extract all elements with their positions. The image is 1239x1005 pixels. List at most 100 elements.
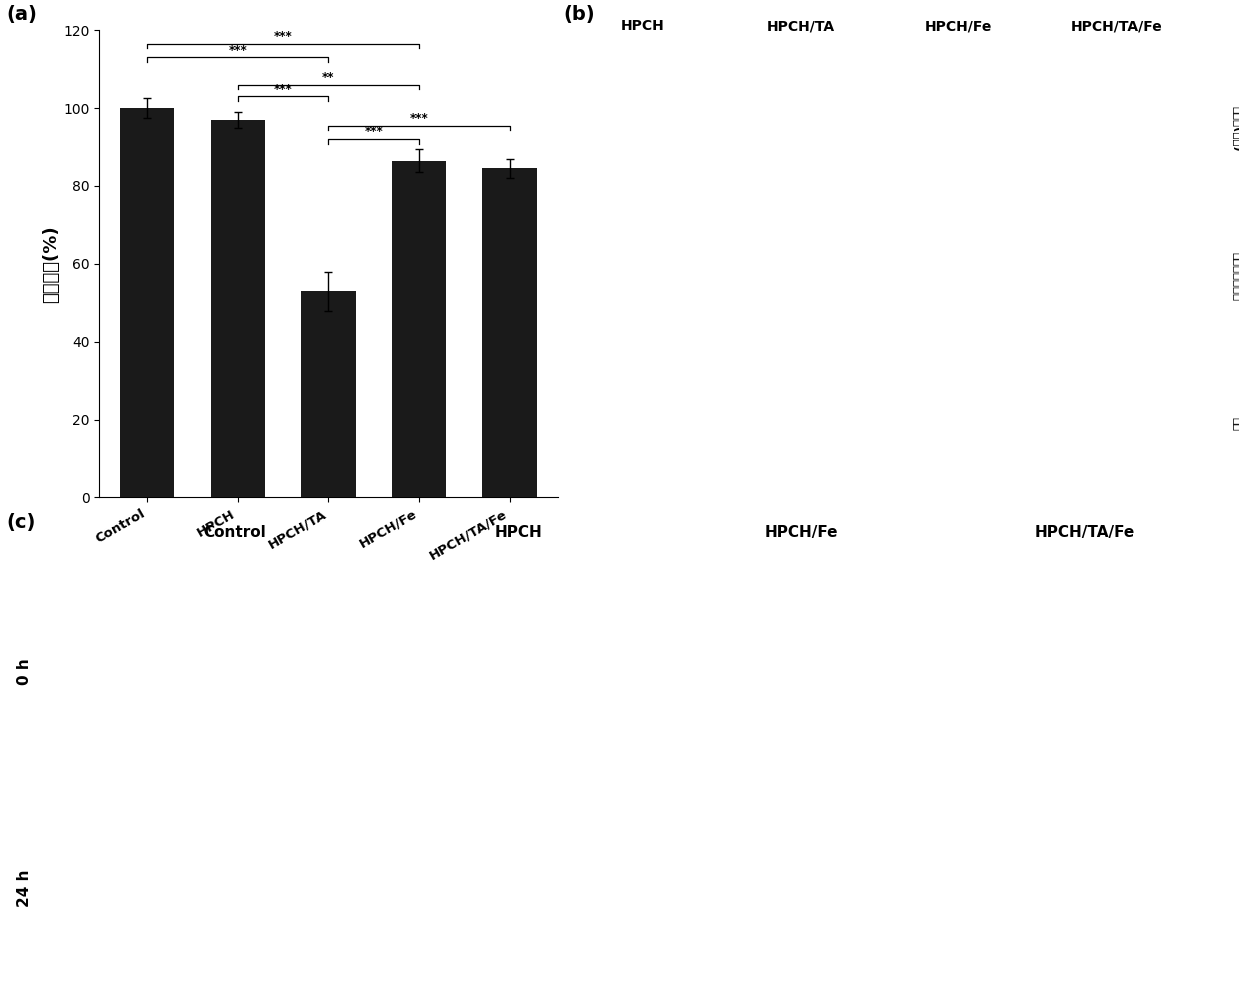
- Point: [372, 779, 392, 795]
- Point: [135, 884, 155, 900]
- Point: [973, 781, 992, 797]
- Point: [1206, 817, 1225, 833]
- Point: [374, 712, 394, 728]
- Point: [681, 961, 701, 977]
- Point: [1213, 970, 1233, 986]
- Point: [999, 569, 1018, 585]
- Point: [676, 760, 696, 776]
- Point: [95, 876, 115, 892]
- Point: [846, 692, 866, 709]
- Point: [923, 776, 943, 792]
- Point: [686, 727, 706, 743]
- Point: [909, 739, 929, 755]
- Point: [939, 910, 959, 926]
- Point: [610, 867, 629, 883]
- Point: [1184, 798, 1204, 814]
- Point: [368, 879, 388, 895]
- Point: [325, 633, 344, 649]
- Point: [280, 731, 300, 747]
- Point: [445, 801, 465, 817]
- Point: [362, 788, 382, 804]
- Point: [320, 644, 339, 660]
- Point: [123, 567, 142, 583]
- Point: [1152, 710, 1172, 726]
- Point: [674, 960, 694, 976]
- Point: [112, 951, 131, 967]
- Point: [103, 636, 123, 652]
- Point: [399, 642, 419, 658]
- Point: [406, 648, 426, 664]
- Point: [937, 812, 957, 828]
- Point: [1197, 796, 1217, 812]
- Point: [916, 854, 935, 870]
- Point: [413, 590, 432, 606]
- Point: [644, 599, 664, 615]
- Point: [315, 842, 335, 858]
- Point: [930, 882, 950, 898]
- Point: [372, 724, 392, 740]
- Point: [601, 819, 621, 835]
- Point: [955, 876, 975, 892]
- Point: [172, 584, 192, 600]
- Point: [845, 588, 865, 604]
- Point: [1214, 766, 1234, 782]
- Point: [356, 949, 375, 965]
- Point: [105, 918, 125, 934]
- Point: [409, 748, 429, 764]
- Point: [1150, 766, 1170, 782]
- Point: [114, 559, 134, 575]
- Point: [923, 568, 943, 584]
- Point: [612, 869, 632, 885]
- Point: [129, 569, 149, 585]
- Point: [898, 944, 918, 960]
- Point: [1022, 749, 1042, 765]
- Point: [214, 705, 234, 721]
- Point: [600, 664, 620, 680]
- Point: [883, 625, 903, 641]
- Point: [302, 710, 322, 726]
- Point: [388, 614, 408, 630]
- Point: [658, 671, 678, 687]
- Point: [422, 794, 442, 810]
- Point: [291, 718, 311, 734]
- Point: [411, 647, 431, 663]
- Point: [354, 636, 374, 652]
- Point: [385, 765, 405, 781]
- Point: [395, 654, 415, 670]
- Point: [113, 747, 133, 763]
- Point: [608, 866, 628, 882]
- Point: [445, 637, 465, 653]
- Point: [847, 662, 867, 678]
- Point: [151, 871, 171, 887]
- Point: [932, 810, 952, 826]
- Point: [660, 968, 680, 984]
- Point: [633, 726, 653, 742]
- Point: [684, 898, 704, 915]
- Point: [419, 653, 439, 669]
- Point: [738, 586, 758, 602]
- Point: [616, 591, 636, 607]
- Point: [919, 588, 939, 604]
- Point: [1212, 986, 1232, 1002]
- Point: [916, 754, 935, 770]
- Point: [948, 931, 968, 947]
- Point: [663, 811, 683, 827]
- Point: [383, 739, 403, 755]
- Point: [670, 972, 690, 988]
- Point: [887, 714, 907, 730]
- Point: [992, 767, 1012, 783]
- Point: [305, 892, 325, 909]
- Point: [900, 782, 919, 798]
- Point: [958, 942, 978, 958]
- Point: [678, 832, 698, 848]
- Point: [660, 827, 680, 843]
- Point: [610, 726, 629, 742]
- Point: [670, 918, 690, 934]
- Point: [887, 660, 907, 676]
- Point: [968, 779, 987, 795]
- Point: [410, 913, 430, 929]
- Point: [299, 826, 318, 842]
- Point: [896, 785, 916, 801]
- Point: [392, 879, 411, 895]
- Point: [369, 967, 389, 983]
